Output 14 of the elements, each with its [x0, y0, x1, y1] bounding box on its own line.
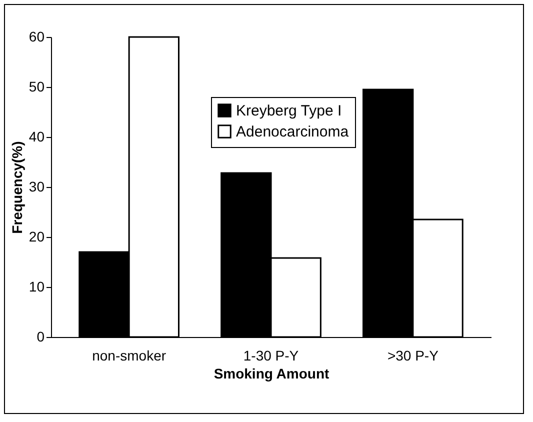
y-tick-label: 50	[28, 78, 45, 94]
y-tick-label: 60	[28, 28, 45, 44]
y-tick-label: 40	[28, 128, 45, 144]
x-tick-label: non-smoker	[92, 348, 166, 364]
x-tick-label: 1-30 P-Y	[243, 348, 300, 364]
y-tick-label: 0	[36, 328, 45, 344]
x-axis-title: Smoking Amount	[214, 366, 330, 382]
legend-label: Kreyberg Type I	[236, 102, 342, 120]
x-tick-label: >30 P-Y	[387, 348, 440, 364]
y-axis-title: Frequency(%)	[8, 141, 25, 234]
y-tick-label: 30	[28, 178, 45, 194]
y-tick-label: 20	[28, 228, 45, 244]
y-tick-label: 10	[28, 278, 45, 294]
legend-label: Adenocarcinoma	[236, 124, 350, 140]
